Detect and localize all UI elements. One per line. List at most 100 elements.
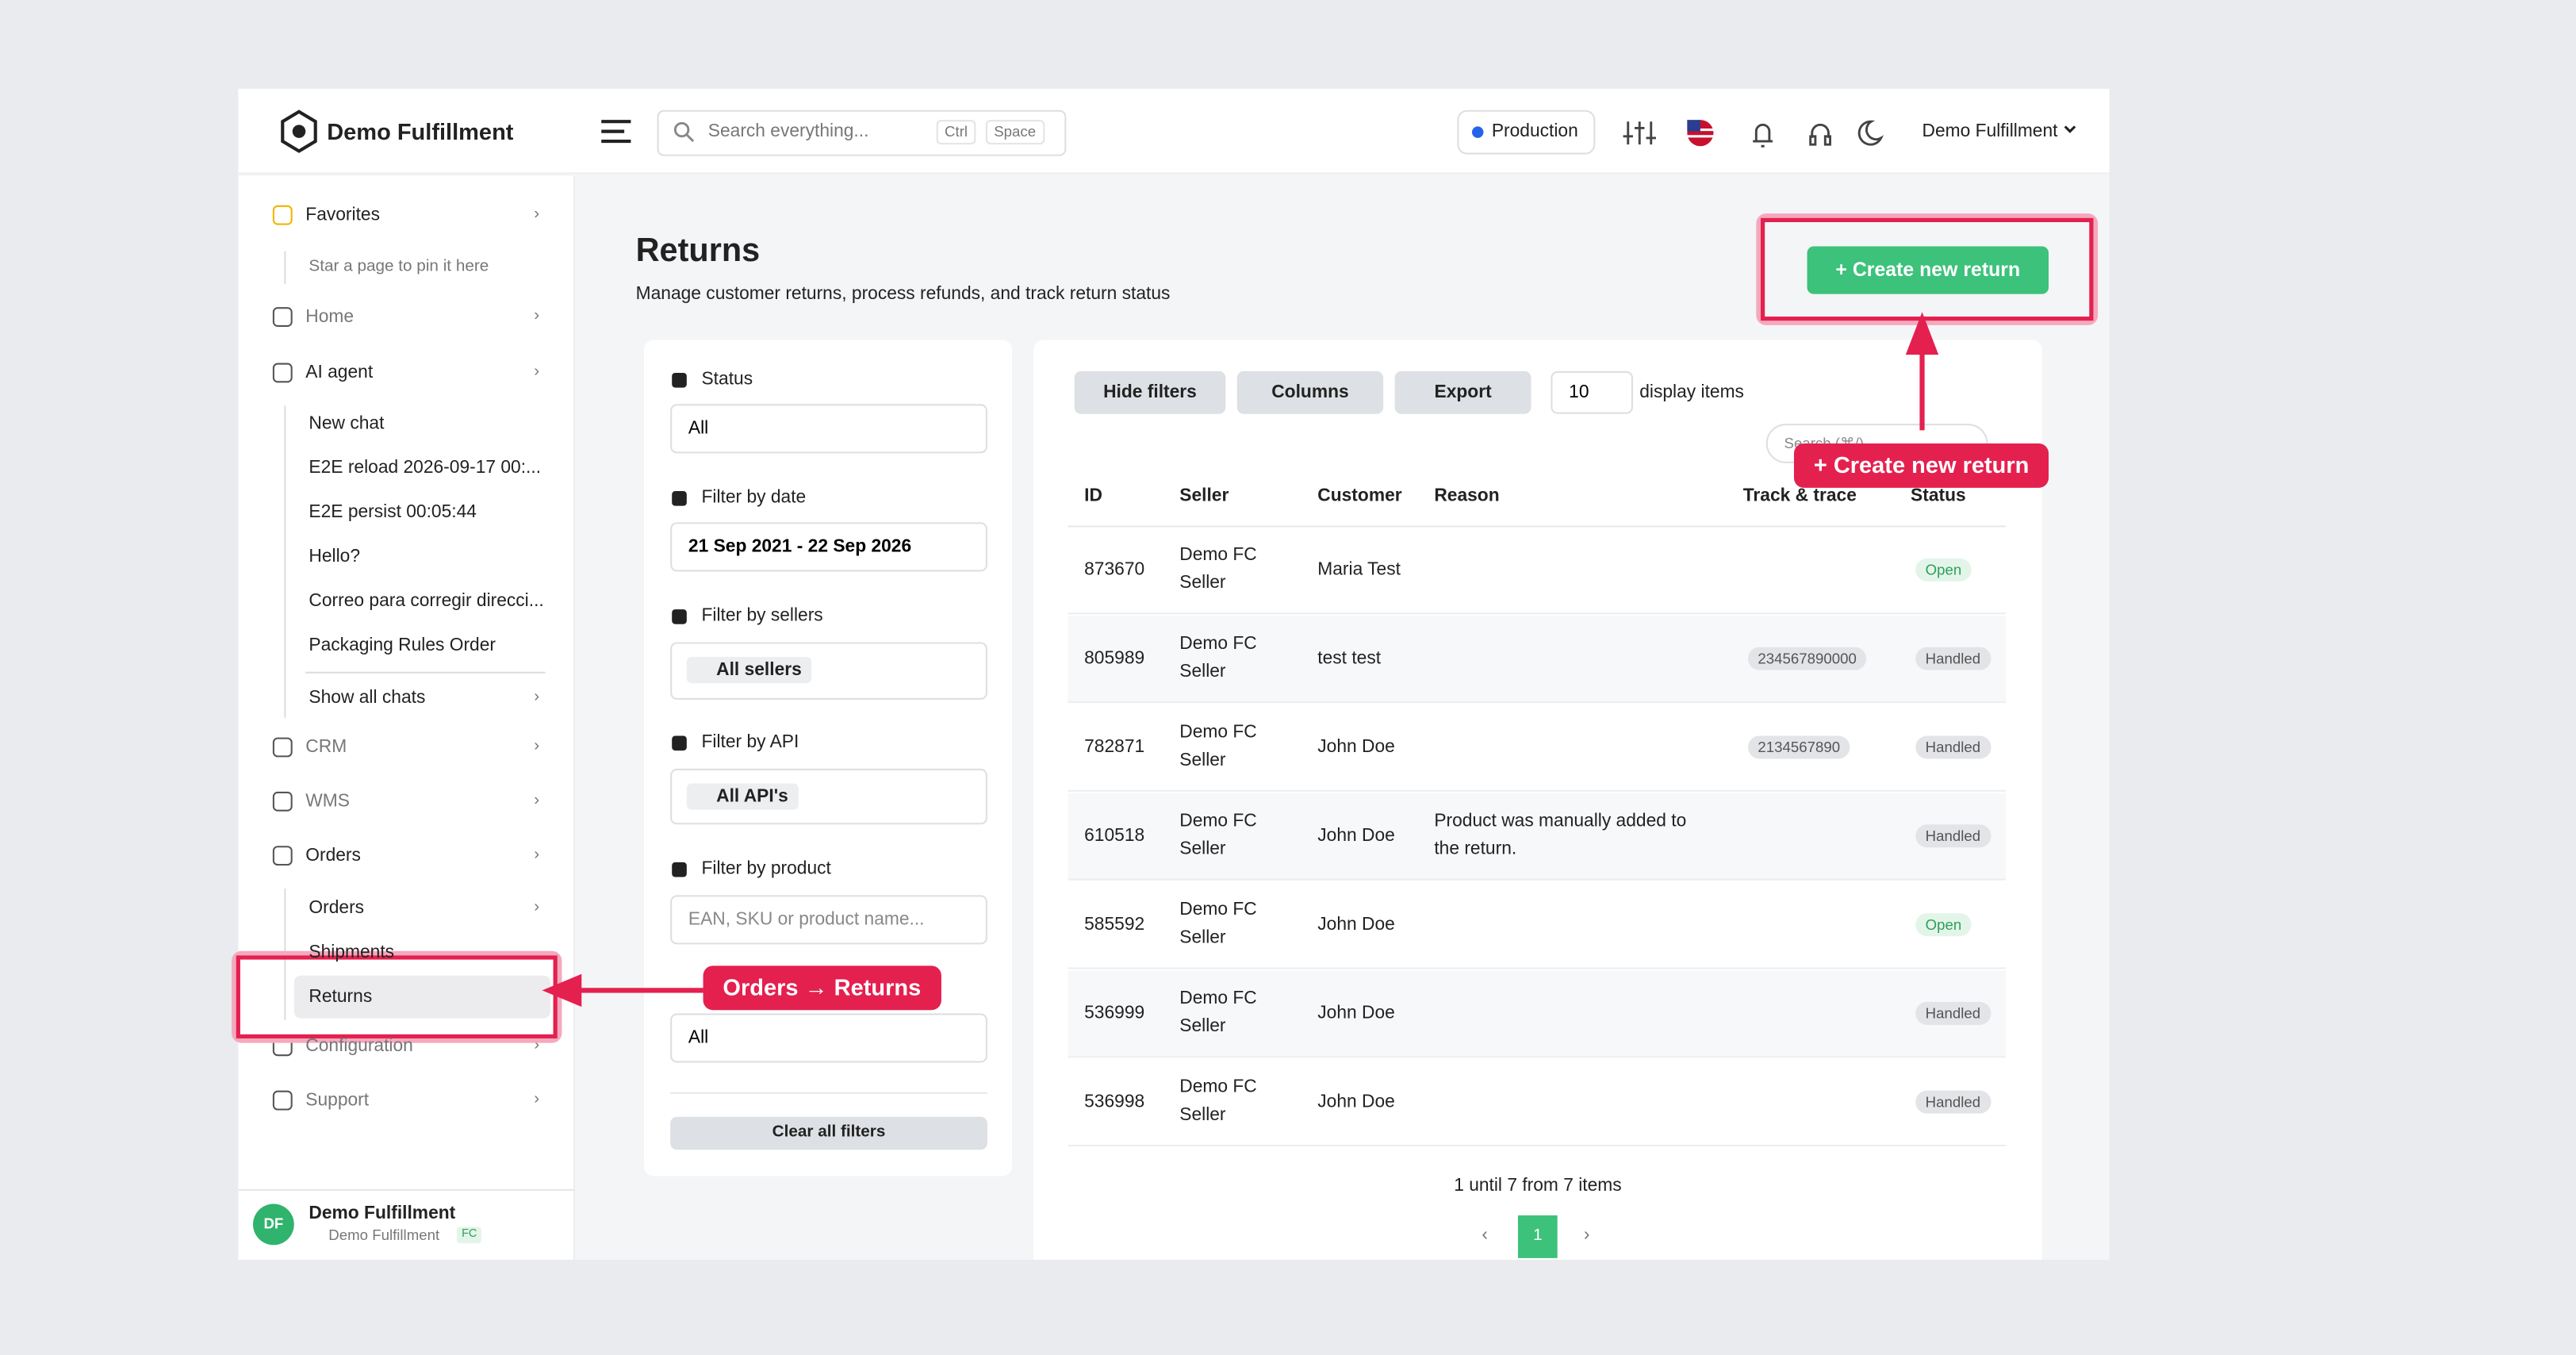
- nav-item[interactable]: Home: [305, 307, 355, 327]
- export[interactable]: Export: [1394, 370, 1531, 414]
- row: [1068, 970, 2007, 1058]
- search-icon: [673, 121, 695, 143]
- nav-item[interactable]: E2E reload 2026-09-17 00:...: [309, 458, 542, 478]
- nav-icon: [272, 363, 293, 383]
- columns[interactable]: Columns: [1236, 370, 1384, 414]
- cell-seller: Demo FC Seller: [1179, 634, 1257, 682]
- search-placeholder: Search everything...: [707, 121, 869, 142]
- cell-id: 805989: [1084, 648, 1145, 669]
- nav-item[interactable]: Configuration: [305, 1036, 413, 1057]
- cell-customer: test test: [1317, 648, 1382, 669]
- cell-id: 585592: [1084, 915, 1145, 935]
- menu-icon[interactable]: [601, 118, 634, 144]
- nav-guide: [284, 405, 286, 718]
- chevron: ›: [534, 307, 540, 325]
- track-badge: 2134567890: [1747, 735, 1850, 759]
- nav-icon: [272, 791, 293, 812]
- chevron: ›: [534, 737, 540, 756]
- track-badge: 234567890000: [1747, 647, 1867, 670]
- chevron: ›: [534, 688, 540, 707]
- env-dot: [1471, 126, 1484, 138]
- search[interactable]: [657, 109, 1067, 156]
- nav-item[interactable]: Favorites: [305, 205, 381, 225]
- nav-item[interactable]: Hello?: [309, 547, 361, 567]
- divider: [305, 671, 546, 674]
- chevron: ›: [534, 791, 540, 810]
- nav-item[interactable]: Star a page to pin it here: [309, 258, 489, 276]
- nav-item[interactable]: E2E persist 00:05:44: [309, 502, 477, 523]
- cell-id: 536999: [1084, 1003, 1145, 1023]
- nav-icon: [272, 1090, 293, 1111]
- nav-item[interactable]: Returns: [309, 987, 373, 1008]
- cell-reason: Product was manually added to the return…: [1434, 811, 1687, 859]
- nav-item[interactable]: Correo para corregir direcci...: [309, 591, 544, 612]
- filter-icon: [672, 862, 687, 877]
- create-button[interactable]: + Create new return: [1807, 246, 2049, 294]
- env-label: Production: [1491, 121, 1578, 142]
- user-menu[interactable]: Demo Fulfillment: [1922, 121, 2058, 142]
- nav-icon: [272, 737, 293, 758]
- next[interactable]: ›: [1583, 1225, 1590, 1246]
- active-item[interactable]: [293, 975, 550, 1019]
- column-header: Customer: [1317, 486, 1402, 506]
- status-badge: Handled: [1915, 824, 1991, 848]
- filter-label: Filter by product: [701, 858, 831, 879]
- nav-item[interactable]: Orders: [305, 846, 361, 866]
- status-badge: Handled: [1915, 647, 1991, 670]
- column-header: Reason: [1434, 486, 1500, 506]
- filter-label: Filter by sellers: [701, 605, 823, 626]
- cell-customer: John Doe: [1317, 737, 1395, 758]
- nav-guide: [284, 251, 286, 285]
- cell-customer: Maria Test: [1317, 559, 1401, 580]
- nav-item[interactable]: Orders: [309, 898, 365, 919]
- date-input[interactable]: 21 Sep 2021 - 22 Sep 2026: [670, 522, 987, 572]
- page-size[interactable]: 10: [1551, 370, 1633, 414]
- chevron: ›: [534, 363, 540, 382]
- cell-customer: John Doe: [1317, 826, 1395, 846]
- product-input[interactable]: EAN, SKU or product name...: [670, 895, 987, 945]
- chip: All API's: [686, 783, 799, 810]
- footer-org: Demo Fulfillment: [328, 1226, 440, 1244]
- column-header: ID: [1084, 486, 1102, 506]
- nav-item[interactable]: Shipments: [309, 942, 395, 963]
- nav-item[interactable]: Packaging Rules Order: [309, 635, 496, 656]
- clear-filters[interactable]: Clear all filters: [670, 1116, 987, 1150]
- status-badge: Handled: [1915, 1090, 1991, 1114]
- cell-seller: Demo FC Seller: [1179, 811, 1257, 859]
- cell-seller: Demo FC Seller: [1179, 988, 1257, 1037]
- nav-item[interactable]: New chat: [309, 413, 385, 434]
- nav-item[interactable]: WMS: [305, 791, 350, 812]
- select[interactable]: All: [670, 404, 987, 454]
- pagination-summary: 1 until 7 from 7 items: [1454, 1176, 1622, 1196]
- prev[interactable]: ‹: [1482, 1225, 1489, 1246]
- nav-item[interactable]: AI agent: [305, 363, 374, 383]
- current-page[interactable]: 1: [1517, 1215, 1558, 1258]
- cell-seller: Demo FC Seller: [1179, 1077, 1257, 1126]
- icons[interactable]: [1621, 115, 1884, 152]
- cell-customer: John Doe: [1317, 915, 1395, 935]
- nav-item[interactable]: CRM: [305, 737, 347, 758]
- nav-item[interactable]: Support: [305, 1090, 370, 1111]
- chevron: [2064, 125, 2076, 133]
- filter-icon: [672, 491, 687, 506]
- sidebar-footer: [238, 1188, 575, 1191]
- cell-customer: John Doe: [1317, 1092, 1395, 1112]
- filter-label: Filter by API: [701, 732, 799, 753]
- sidebar: [238, 175, 575, 1260]
- divider: [670, 1092, 987, 1094]
- kbd: Ctrl: [936, 120, 976, 145]
- cell-id: 782871: [1084, 737, 1145, 758]
- status-badge: Handled: [1915, 1001, 1991, 1025]
- select[interactable]: All: [670, 1013, 987, 1063]
- nav-item[interactable]: Show all chats: [309, 688, 426, 708]
- page-size-label: display items: [1639, 382, 1744, 403]
- row: [1068, 1059, 2007, 1147]
- hide-filters[interactable]: Hide filters: [1074, 370, 1226, 414]
- filter-label: Filter by date: [701, 487, 807, 508]
- row: [1068, 881, 2007, 969]
- logo: [281, 109, 317, 153]
- chevron: ›: [534, 846, 540, 864]
